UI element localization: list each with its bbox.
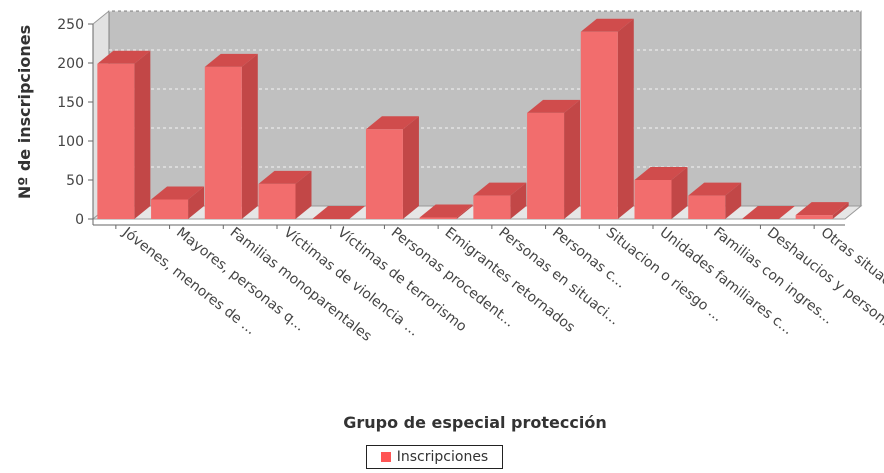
y-tick-label: 100 — [57, 134, 84, 150]
bar-side — [402, 116, 419, 219]
bar-side — [241, 53, 258, 220]
bar — [204, 53, 258, 220]
bar — [312, 206, 366, 219]
bar — [473, 182, 527, 219]
bar — [634, 167, 688, 219]
bar-front — [151, 199, 189, 219]
bars — [97, 18, 849, 220]
y-axis: 0 50 100 150 200 250 — [57, 17, 845, 228]
bar-top — [634, 167, 688, 180]
bar-top — [151, 186, 205, 200]
bar-front — [473, 195, 511, 219]
bar-top — [795, 202, 849, 216]
bar — [97, 50, 151, 219]
y-tick-label: 50 — [66, 173, 84, 189]
bar — [580, 18, 634, 219]
bar-front — [580, 31, 618, 219]
bar — [258, 170, 312, 219]
bar-front — [365, 129, 403, 219]
bar — [741, 206, 795, 219]
x-axis-title: Grupo de especial protección — [343, 413, 606, 432]
bar-side — [134, 50, 151, 219]
bar-side — [832, 202, 849, 219]
bar-front — [634, 180, 672, 219]
x-axis-labels: Jóvenes, menores de ...Mayores, personas… — [115, 224, 884, 345]
bar-front — [527, 112, 565, 219]
bar-top — [419, 204, 473, 218]
bar-side — [188, 186, 205, 219]
bar — [419, 204, 473, 219]
y-axis-title: Nº de inscripciones — [15, 25, 34, 199]
bar-front — [795, 215, 833, 219]
bar-front — [419, 217, 457, 219]
bar-front — [204, 66, 242, 220]
bar-top — [741, 206, 795, 219]
bar-side — [671, 167, 688, 219]
bar — [151, 186, 205, 219]
y-tick-label: 150 — [57, 95, 84, 111]
bar-side — [295, 170, 312, 219]
bar-top — [204, 53, 258, 67]
bar — [795, 202, 849, 219]
bar — [365, 116, 419, 219]
bar-side — [564, 99, 581, 219]
bar — [527, 99, 581, 219]
bar-front — [688, 195, 726, 219]
legend: Inscripciones — [366, 445, 503, 469]
bar-top — [527, 99, 581, 113]
y-tick-label: 250 — [57, 17, 84, 33]
y-tick-label: 0 — [75, 212, 84, 228]
bar-side — [617, 18, 634, 219]
gridlines — [109, 10, 861, 168]
bar-front — [97, 63, 135, 219]
bar-top — [97, 50, 151, 64]
bar-top — [312, 206, 366, 219]
bar-front — [258, 183, 296, 219]
bar — [688, 182, 742, 219]
bar-top — [580, 18, 634, 32]
bar-top — [473, 182, 527, 196]
y-tick-label: 200 — [57, 56, 84, 72]
legend-label: Inscripciones — [396, 449, 489, 465]
bar-side — [510, 182, 527, 219]
bar-top — [365, 116, 419, 130]
bar-top — [688, 182, 742, 196]
legend-swatch — [380, 452, 391, 462]
bar-top — [258, 170, 312, 184]
bar-side — [456, 204, 473, 219]
bar-side — [725, 182, 742, 219]
